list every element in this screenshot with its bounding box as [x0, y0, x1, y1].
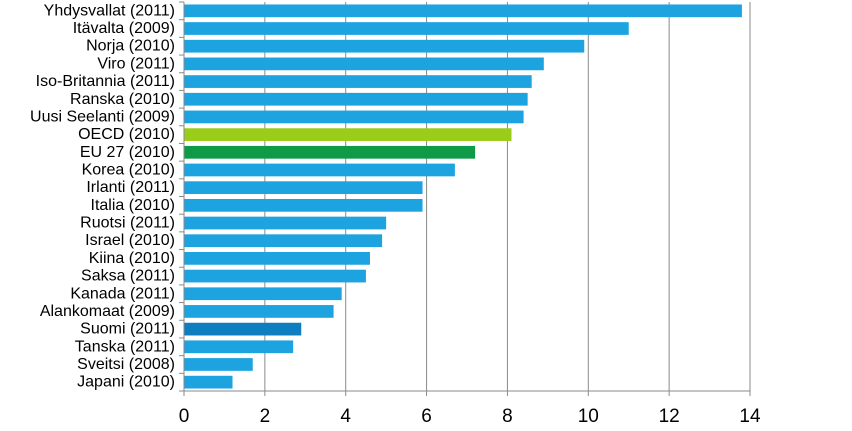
bar-9: [184, 163, 455, 177]
category-label-2: Norja (2010): [86, 38, 175, 55]
bar-21: [184, 375, 233, 389]
category-label-7: OECD (2010): [78, 126, 175, 143]
x-tick-label-1: 2: [260, 406, 271, 427]
bar-7: [184, 128, 512, 141]
x-tick-label-2: 4: [340, 406, 351, 427]
bar-2: [184, 39, 585, 53]
x-tick-label-7: 14: [739, 406, 761, 427]
bar-16: [184, 287, 342, 301]
category-label-0: Yhdysvallat (2011): [44, 2, 175, 19]
category-label-16: Kanada (2011): [70, 285, 175, 302]
x-tick-label-5: 10: [578, 406, 599, 427]
category-label-12: Ruotsi (2011): [80, 215, 175, 232]
category-label-15: Saksa (2011): [81, 268, 175, 285]
bar-0: [184, 4, 742, 18]
bar-6: [184, 110, 524, 124]
bar-10: [184, 181, 423, 195]
bar-12: [184, 216, 387, 230]
bar-5: [184, 92, 528, 106]
bar-18: [184, 322, 302, 336]
category-label-11: Italia (2010): [91, 197, 176, 214]
x-tick-label-0: 0: [179, 406, 190, 427]
bar-1: [184, 22, 629, 35]
x-tick-label-6: 12: [659, 406, 680, 427]
bar-3: [184, 57, 544, 71]
category-label-9: Korea (2010): [82, 161, 175, 178]
bar-20: [184, 358, 253, 371]
bar-11: [184, 198, 423, 212]
category-label-13: Israel (2010): [85, 232, 175, 249]
bar-14: [184, 252, 370, 265]
category-label-18: Suomi (2011): [80, 321, 175, 338]
bar-8: [184, 145, 476, 159]
category-label-8: EU 27 (2010): [80, 144, 175, 161]
category-label-3: Viro (2011): [97, 55, 175, 72]
category-label-20: Sveitsi (2008): [77, 356, 175, 373]
bar-13: [184, 234, 383, 248]
category-label-17: Alankomaat (2009): [40, 303, 175, 320]
category-label-4: Iso-Britannia (2011): [36, 73, 175, 90]
category-label-19: Tanska (2011): [75, 338, 175, 355]
bar-4: [184, 75, 532, 88]
bar-17: [184, 305, 334, 318]
x-tick-label-3: 6: [421, 406, 432, 427]
category-label-5: Ranska (2010): [70, 91, 175, 108]
bar-15: [184, 269, 366, 283]
category-label-21: Japani (2010): [77, 374, 175, 391]
bar-19: [184, 340, 294, 354]
x-tick-label-4: 8: [502, 406, 513, 427]
category-label-10: Irlanti (2011): [86, 179, 175, 196]
category-label-6: Uusi Seelanti (2009): [30, 108, 175, 125]
category-label-14: Kiina (2010): [89, 250, 175, 267]
category-label-1: Itävalta (2009): [73, 20, 175, 37]
